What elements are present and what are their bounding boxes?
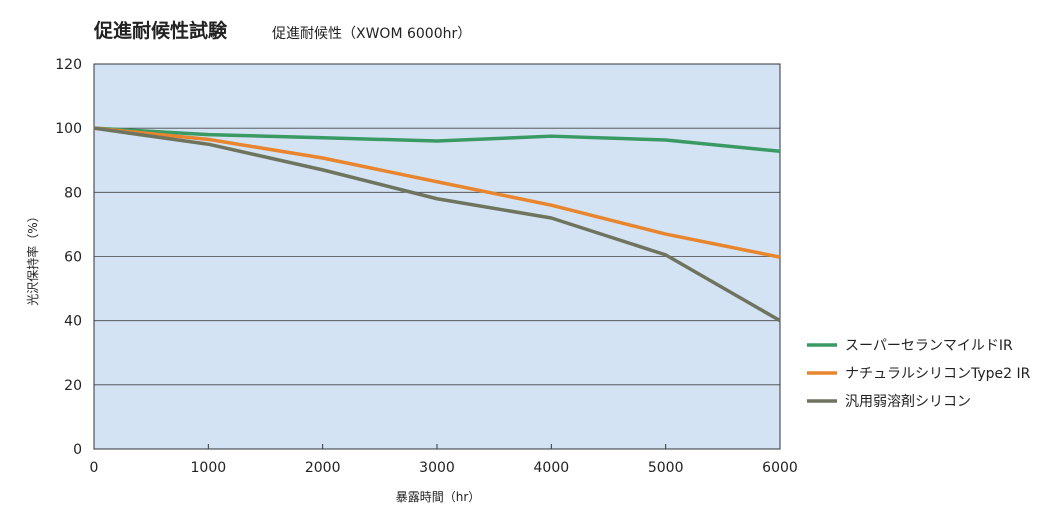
y-tick-label: 100 (55, 121, 82, 137)
series-lines (93, 126, 781, 323)
series-line-1 (93, 126, 781, 154)
x-tick-label: 1000 (191, 460, 227, 476)
legend-label: ナチュラルシリコンType2 IR (845, 366, 1031, 382)
chart-subtitle: 促進耐候性（XWOM 6000hr） (272, 26, 471, 42)
y-tick-label: 120 (55, 57, 82, 73)
y-tick-label: 60 (64, 250, 82, 266)
legend-label: 汎用弱溶剤シリコン (845, 394, 971, 410)
x-tick-label: 4000 (534, 460, 570, 476)
y-tick-label: 40 (64, 314, 82, 330)
legend-label: スーパーセランマイルドIR (845, 338, 1013, 354)
x-tick-label: 6000 (762, 460, 798, 476)
y-axis-label: 光沢保持率（%） (25, 210, 40, 305)
x-axis-ticks: 0 1000 2000 3000 4000 5000 6000 (90, 444, 798, 476)
chart-title: 促進耐候性試験 (93, 19, 228, 42)
y-axis-ticks: 0 20 40 60 80 100 120 (55, 57, 82, 458)
x-tick-label: 2000 (305, 460, 341, 476)
x-tick-label: 0 (90, 460, 99, 476)
x-axis-label: 暴露時間（hr） (396, 490, 481, 504)
legend: スーパーセランマイルドIR ナチュラルシリコンType2 IR 汎用弱溶剤シリコン (807, 338, 1031, 410)
x-tick-label: 3000 (419, 460, 455, 476)
series-line-2 (93, 126, 781, 259)
y-tick-label: 80 (64, 185, 82, 201)
y-tick-label: 0 (73, 442, 82, 458)
x-tick-label: 5000 (648, 460, 684, 476)
series-line-3 (93, 126, 781, 323)
y-tick-label: 20 (64, 378, 82, 394)
